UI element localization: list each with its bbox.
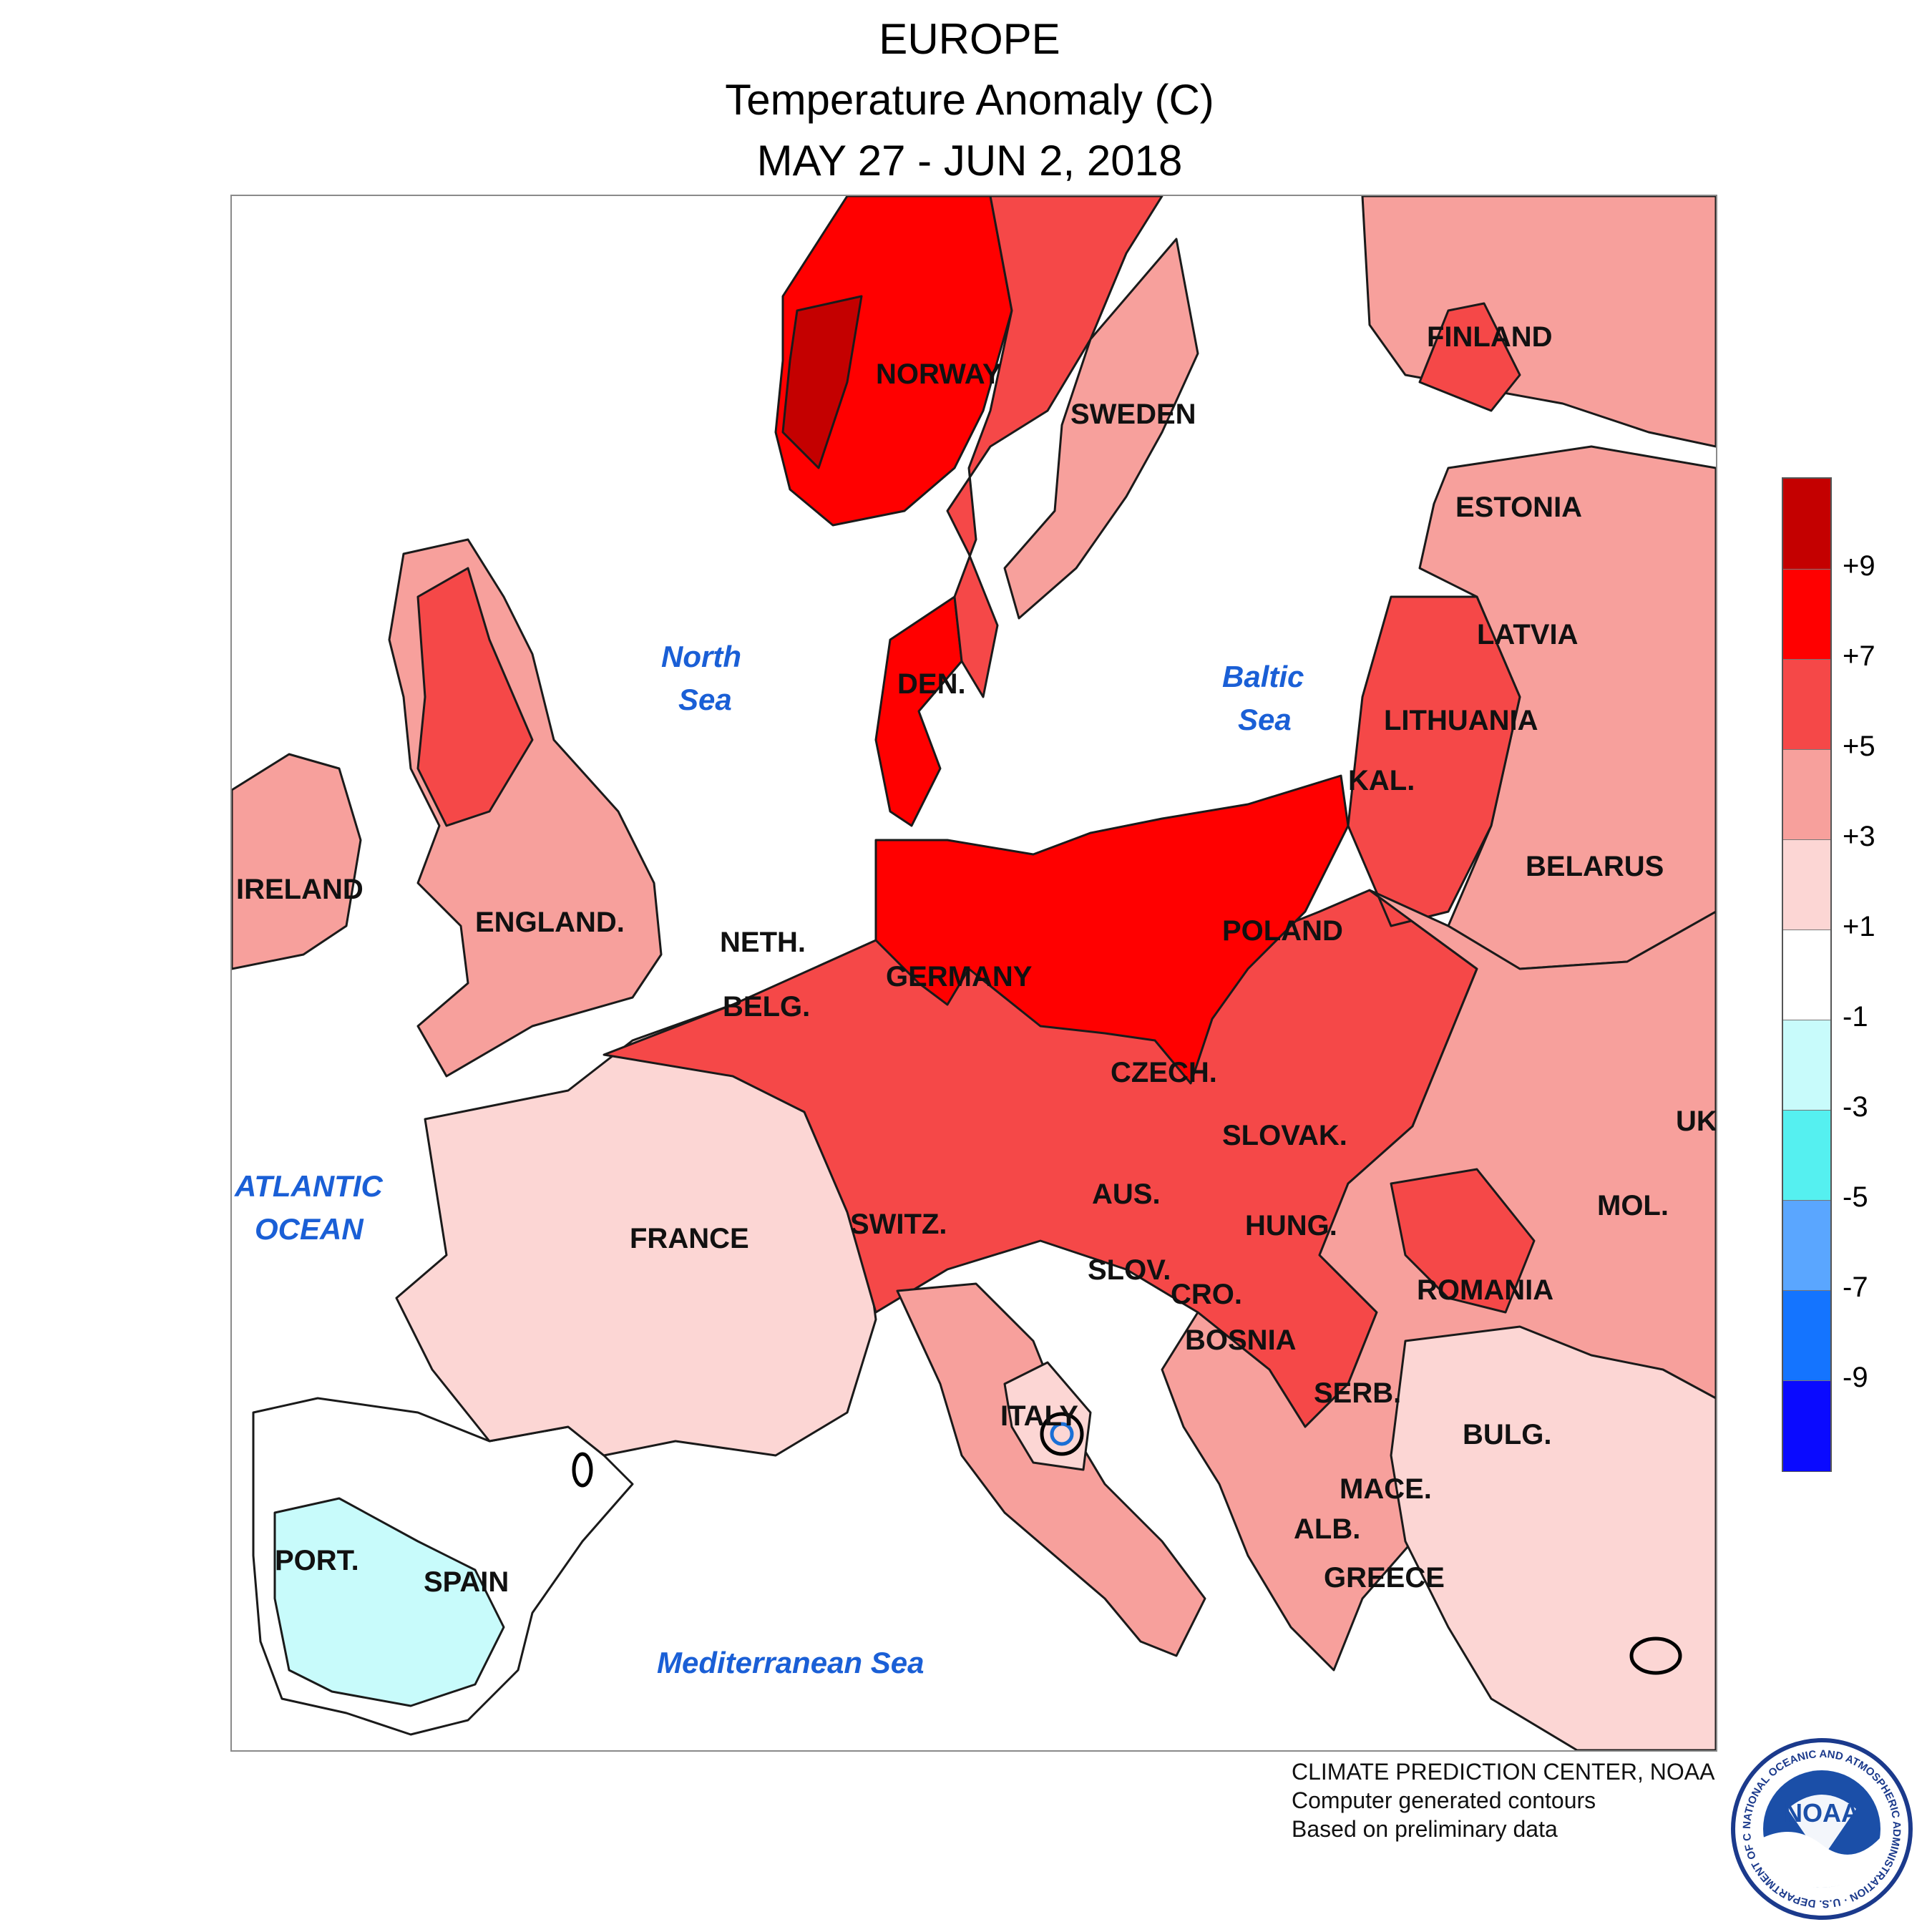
italy-cold-anomaly-inner: [1050, 1422, 1074, 1446]
label-slovenia: SLOV.: [1088, 1254, 1171, 1286]
label-croatia: CRO.: [1171, 1279, 1242, 1310]
legend-tick-label: +7: [1843, 640, 1875, 672]
label-greece: GREECE: [1324, 1562, 1445, 1594]
label-lithuania: LITHUANIA: [1384, 705, 1538, 736]
legend-tick-label: +5: [1843, 731, 1875, 762]
label-italy: ITALY: [1000, 1400, 1078, 1432]
bulgaria-greece-landmass: [1390, 1325, 1716, 1750]
norway-landmass: [774, 196, 1013, 527]
map-title: EUROPE: [879, 15, 1060, 63]
scotland-warm-zone: [416, 567, 534, 827]
label-hungary: HUNG.: [1245, 1210, 1337, 1241]
label-czech: CZECH.: [1111, 1057, 1217, 1088]
finland-warm-zone: [1418, 302, 1521, 412]
legend-tick-label: -1: [1843, 1001, 1868, 1033]
credit-line-2: Computer generated contours: [1292, 1787, 1596, 1813]
color-scale-legend: [1782, 477, 1832, 1472]
spain-contour: [572, 1452, 593, 1488]
map-date-range: MAY 27 - JUN 2, 2018: [756, 137, 1183, 185]
italy-cold-anomaly: [1040, 1412, 1084, 1456]
legend-swatch: [1783, 479, 1830, 569]
label-moldova: MOL.: [1597, 1190, 1669, 1221]
credit-line-3: Based on preliminary data: [1292, 1816, 1558, 1842]
legend-tick-label: -3: [1843, 1091, 1868, 1123]
noaa-logo: NATIONAL OCEANIC AND ATMOSPHERIC ADMINIS…: [1730, 1737, 1913, 1920]
label-north-sea-2: Sea: [678, 683, 732, 716]
label-ireland: IRELAND: [236, 874, 364, 905]
label-atlantic-2: OCEAN: [255, 1212, 364, 1246]
romania-warm-zone: [1390, 1168, 1536, 1314]
label-germany: GERMANY: [886, 961, 1033, 992]
spain-cool-zone: [273, 1497, 505, 1707]
label-france: FRANCE: [630, 1223, 749, 1254]
legend-swatch: [1783, 659, 1830, 750]
label-kaliningrad: KAL.: [1348, 765, 1415, 796]
germany-poland-core: [874, 774, 1350, 1085]
label-austria: AUS.: [1092, 1179, 1161, 1210]
finland-landmass: [1361, 196, 1716, 448]
legend-tick-label: +9: [1843, 550, 1875, 582]
label-portugal: PORT.: [275, 1545, 359, 1576]
label-switzerland: SWITZ.: [850, 1209, 947, 1240]
label-bosnia: BOSNIA: [1185, 1324, 1297, 1356]
legend-tick-label: +3: [1843, 821, 1875, 852]
legend-tick-label: -7: [1843, 1272, 1868, 1303]
label-slovakia: SLOVAK.: [1222, 1120, 1347, 1151]
label-norway: NORWAY: [876, 358, 1002, 390]
greece-cold-contour: [1629, 1636, 1682, 1675]
lithuania-warm-zone: [1347, 595, 1521, 927]
legend-swatch: [1783, 1020, 1830, 1111]
ireland-landmass: [232, 753, 362, 970]
country-labels: NORWAY SWEDEN FINLAND ESTONIA LATVIA LIT…: [236, 321, 1716, 1598]
legend-swatch: [1783, 1200, 1830, 1291]
label-netherlands: NETH.: [720, 927, 806, 958]
label-belarus: BELARUS: [1526, 851, 1664, 882]
anomaly-map: NORWAY SWEDEN FINLAND ESTONIA LATVIA LIT…: [232, 196, 1716, 1750]
label-baltic-sea-2: Sea: [1238, 703, 1292, 736]
label-macedonia: MACE.: [1340, 1473, 1432, 1505]
legend-tick-label: +1: [1843, 911, 1875, 942]
label-belgium: BELG.: [723, 991, 810, 1023]
label-finland: FINLAND: [1427, 321, 1553, 353]
legend-swatch: [1783, 1290, 1830, 1381]
legend-tick-label: -5: [1843, 1181, 1868, 1213]
label-mediterranean: Mediterranean Sea: [657, 1646, 924, 1679]
norway-extreme-zone: [781, 295, 863, 469]
legend-swatch: [1783, 569, 1830, 660]
label-romania: ROMANIA: [1417, 1274, 1553, 1306]
legend-tick-label: -9: [1843, 1362, 1868, 1393]
label-bulgaria: BULG.: [1463, 1419, 1551, 1450]
label-ukraine: UK: [1676, 1106, 1716, 1137]
label-poland: POLAND: [1222, 915, 1343, 947]
italy-landmass: [896, 1282, 1206, 1657]
legend-swatch: [1783, 930, 1830, 1020]
label-atlantic-1: ATLANTIC: [234, 1169, 384, 1203]
denmark-landmass: [874, 595, 963, 827]
label-estonia: ESTONIA: [1455, 492, 1582, 523]
label-england: ENGLAND.: [475, 907, 625, 938]
legend-swatch: [1783, 839, 1830, 930]
label-serbia: SERB.: [1314, 1377, 1401, 1409]
legend-swatch: [1783, 749, 1830, 840]
label-latvia: LATVIA: [1477, 619, 1578, 650]
credit-line-1: CLIMATE PREDICTION CENTER, NOAA: [1292, 1759, 1715, 1785]
water-labels: North Sea Baltic Sea ATLANTIC OCEAN Medi…: [234, 640, 1304, 1679]
legend-swatch: [1783, 1110, 1830, 1201]
label-denmark: DEN.: [897, 668, 966, 700]
label-north-sea-1: North: [661, 640, 741, 673]
label-albania: ALB.: [1294, 1513, 1360, 1545]
label-sweden: SWEDEN: [1070, 399, 1196, 430]
sweden-south-pale: [1003, 238, 1199, 620]
map-panel: NORWAY SWEDEN FINLAND ESTONIA LATVIA LIT…: [230, 195, 1717, 1752]
sweden-landmass: [946, 196, 1163, 698]
label-spain: SPAIN: [424, 1566, 509, 1598]
legend-swatch: [1783, 1380, 1830, 1471]
noaa-logo-text: NOAA: [1784, 1798, 1860, 1828]
label-baltic-sea-1: Baltic: [1222, 660, 1304, 693]
map-subtitle: Temperature Anomaly (C): [725, 76, 1214, 124]
